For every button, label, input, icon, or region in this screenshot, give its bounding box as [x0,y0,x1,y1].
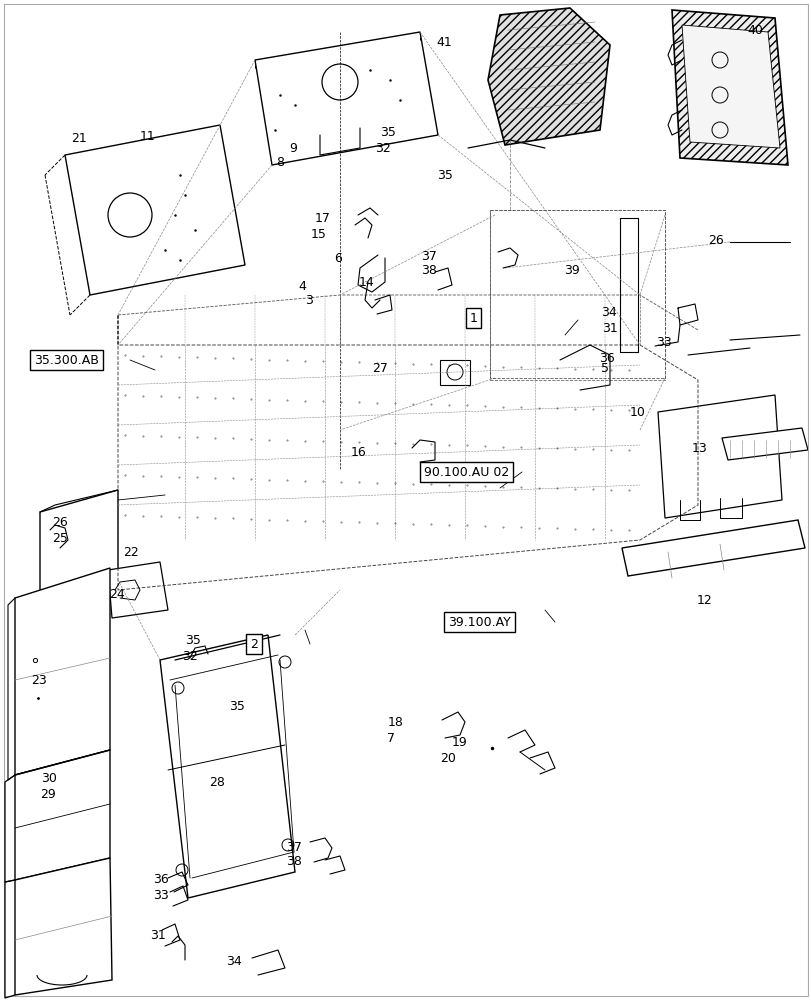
Text: 36: 36 [599,352,614,364]
Text: 22: 22 [123,546,139,558]
Text: 33: 33 [152,890,168,902]
Text: 37: 37 [420,249,436,262]
Text: 38: 38 [285,855,302,868]
Text: 32: 32 [375,142,390,155]
Text: 5: 5 [600,361,608,374]
Bar [489,210,664,380]
Polygon shape [15,858,112,995]
Text: 32: 32 [182,650,197,662]
Text: 34: 34 [225,955,241,968]
Polygon shape [255,32,437,165]
Text: 23: 23 [31,674,46,686]
Text: 6: 6 [334,251,342,264]
Text: 35: 35 [436,169,453,182]
Text: 33: 33 [655,336,671,349]
Text: 1: 1 [469,312,477,324]
Text: 36: 36 [152,874,168,886]
Text: 31: 31 [602,322,617,334]
Text: 34: 34 [600,306,616,318]
Polygon shape [160,635,294,898]
Text: 39.100.AY: 39.100.AY [448,615,510,628]
Polygon shape [40,490,118,600]
Text: 20: 20 [440,752,456,764]
Text: 37: 37 [285,841,302,854]
Text: 3: 3 [305,294,313,306]
Text: 26: 26 [707,233,723,246]
Text: 24: 24 [109,588,125,601]
Polygon shape [681,25,779,148]
Polygon shape [108,562,168,618]
Text: 26: 26 [52,516,67,528]
Polygon shape [657,395,781,518]
Text: 11: 11 [139,130,155,143]
Text: 10: 10 [629,406,645,418]
Text: 4: 4 [298,279,307,292]
Text: 35: 35 [185,634,201,646]
Polygon shape [487,8,609,145]
Text: 14: 14 [358,275,374,288]
Text: 7: 7 [386,731,394,744]
Text: 13: 13 [691,442,706,454]
Polygon shape [672,10,787,165]
Text: 41: 41 [436,36,452,49]
Text: 38: 38 [420,263,436,276]
Text: 8: 8 [276,156,284,169]
Text: 18: 18 [388,715,404,728]
Polygon shape [721,428,807,460]
Text: 28: 28 [209,776,225,788]
Polygon shape [621,520,804,576]
Text: 15: 15 [310,228,326,240]
Text: 9: 9 [289,142,297,155]
Text: 90.100.AU 02: 90.100.AU 02 [423,466,508,479]
Text: 12: 12 [696,593,711,606]
Text: 40: 40 [746,24,762,37]
Text: 35: 35 [380,126,396,139]
Text: 35.300.AB: 35.300.AB [34,354,99,366]
Text: 17: 17 [315,212,331,225]
Polygon shape [15,568,109,775]
Text: 30: 30 [41,772,57,784]
Text: 16: 16 [350,446,366,458]
Text: 27: 27 [371,361,388,374]
Polygon shape [65,125,245,295]
Text: 39: 39 [564,263,579,276]
Text: 19: 19 [451,735,466,748]
Text: 35: 35 [229,700,245,712]
Text: 2: 2 [250,638,258,650]
Text: 31: 31 [150,929,165,942]
Polygon shape [15,750,109,880]
Text: 25: 25 [52,532,68,544]
Bar [440,360,470,385]
Text: 29: 29 [41,788,56,800]
Text: 21: 21 [71,132,87,145]
